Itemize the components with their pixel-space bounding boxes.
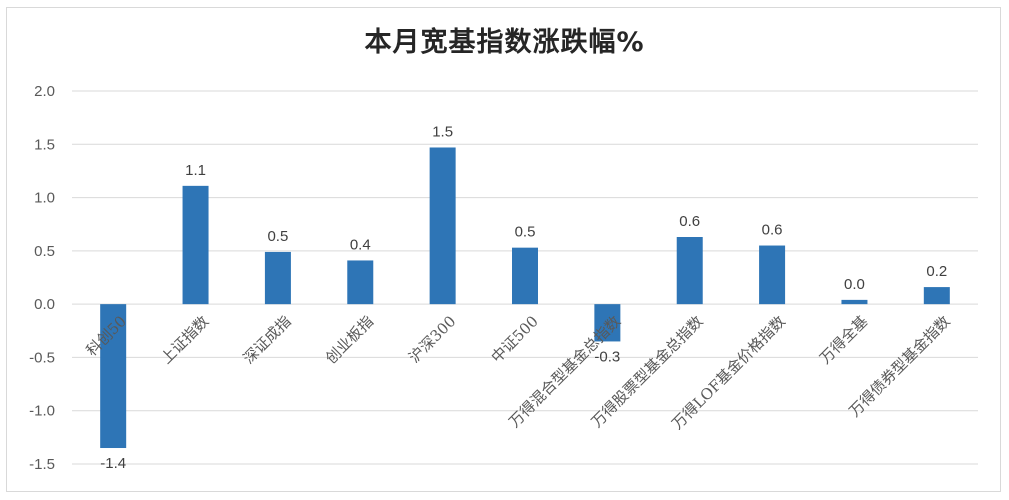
bar	[923, 287, 950, 305]
data-label: 0.2	[926, 263, 947, 280]
data-label: 1.5	[432, 123, 453, 140]
data-label: 0.0	[844, 276, 865, 293]
data-label: 0.4	[350, 236, 371, 253]
bar	[347, 260, 374, 305]
y-tick-label: 1.5	[34, 136, 55, 153]
y-tick-label: 0.0	[34, 296, 55, 313]
bar	[182, 185, 209, 305]
bar	[429, 147, 456, 305]
bar	[594, 304, 621, 342]
y-tick-label: -0.5	[29, 349, 55, 366]
data-label: -0.3	[594, 348, 620, 365]
data-label: 0.6	[762, 222, 783, 239]
x-tick-label: 万得全基	[816, 312, 871, 367]
y-tick-label: 2.0	[34, 83, 55, 100]
data-label: 1.1	[185, 162, 206, 179]
data-label: 0.5	[515, 224, 536, 241]
bar	[264, 251, 291, 305]
bar	[676, 237, 703, 305]
y-tick-label: -1.0	[29, 403, 55, 420]
bar	[100, 304, 127, 449]
chart-title: 本月宽基指数涨跌幅%	[364, 27, 645, 58]
y-tick-label: 1.0	[34, 190, 55, 207]
x-tick-label: 上证指数	[157, 312, 212, 367]
data-label: 0.6	[679, 213, 700, 230]
data-label: -1.4	[100, 455, 126, 472]
data-label: 0.5	[267, 228, 288, 245]
bar	[841, 299, 868, 305]
y-tick-label: -1.5	[29, 456, 55, 473]
x-tick-label: 沪深300	[405, 312, 459, 366]
bar	[512, 247, 538, 305]
y-tick-label: 0.5	[34, 243, 55, 260]
bar	[759, 245, 786, 305]
x-tick-label: 创业板指	[322, 312, 377, 367]
x-tick-label: 深证成指	[240, 312, 295, 367]
x-tick-label: 中证500	[488, 312, 542, 366]
